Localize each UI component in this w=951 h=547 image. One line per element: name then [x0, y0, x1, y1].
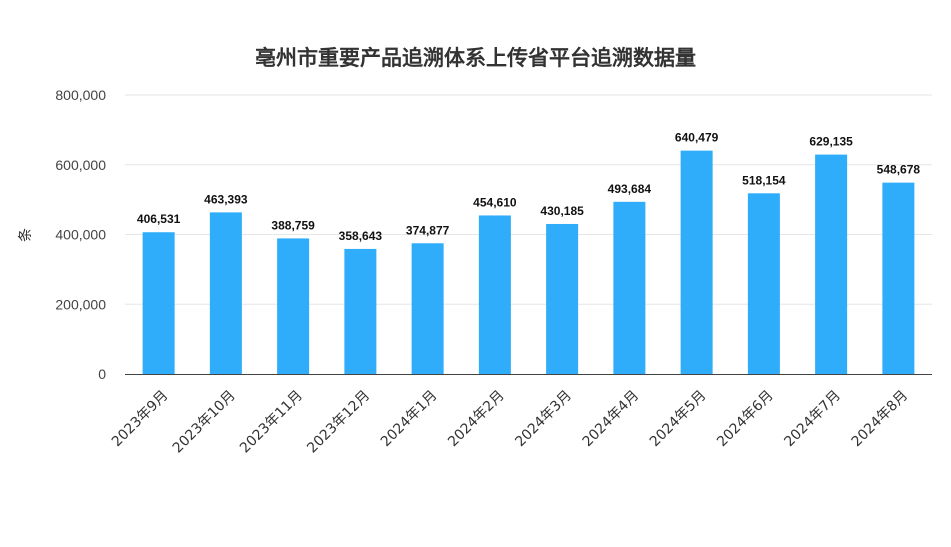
y-tick-label: 200,000 [55, 296, 106, 312]
bar [546, 223, 579, 374]
bar [882, 182, 915, 374]
bar [815, 154, 848, 374]
bar [142, 232, 175, 374]
x-tick-label: 2024年2月 [445, 388, 508, 451]
data-label: 493,684 [608, 182, 652, 196]
x-tick-label: 2023年12月 [304, 388, 373, 457]
bar [747, 193, 780, 374]
x-tick-label: 2024年4月 [580, 388, 643, 451]
x-tick-label: 2024年8月 [849, 388, 912, 451]
bar [613, 201, 646, 374]
x-tick-label: 2024年5月 [647, 388, 710, 451]
chart-title: 亳州市重要产品追溯体系上传省平台追溯数据量 [255, 46, 696, 70]
data-label: 430,185 [540, 204, 584, 218]
bar [344, 248, 377, 374]
y-tick-label: 400,000 [55, 227, 106, 243]
data-label: 358,643 [339, 229, 383, 243]
bar [478, 215, 511, 374]
bar [209, 212, 242, 374]
data-labels: 406,531 463,393 388,759 358,643 374,877 454,6… [137, 131, 920, 243]
bar [277, 238, 310, 374]
x-tick-label: 2024年6月 [714, 388, 777, 451]
x-tick-label: 2024年7月 [781, 388, 844, 451]
data-label: 629,135 [809, 135, 853, 149]
data-label: 640,479 [675, 131, 719, 145]
data-label: 518,154 [742, 173, 786, 187]
data-label: 548,678 [877, 163, 921, 177]
x-tick-label: 2023年11月 [237, 388, 306, 457]
x-tick-label: 2024年1月 [378, 388, 441, 451]
y-tick-label: 0 [98, 366, 106, 382]
data-label: 406,531 [137, 212, 181, 226]
bar [680, 150, 713, 374]
data-label: 454,610 [473, 195, 517, 209]
bars [142, 150, 915, 374]
x-tick-label: 2024年3月 [512, 388, 575, 451]
x-tick-label: 2023年10月 [170, 388, 239, 457]
y-axis-label: 条 [17, 228, 34, 242]
data-label: 463,393 [204, 192, 248, 206]
bar [411, 243, 444, 374]
y-tick-label: 800,000 [55, 87, 106, 103]
y-tick-label: 600,000 [55, 157, 106, 173]
data-label: 374,877 [406, 223, 450, 237]
data-label: 388,759 [271, 218, 315, 232]
y-axis-ticks: 0 200,000 400,000 600,000 800,000 [55, 87, 106, 382]
x-tick-label: 2023年9月 [109, 388, 172, 451]
gridlines [125, 94, 932, 305]
